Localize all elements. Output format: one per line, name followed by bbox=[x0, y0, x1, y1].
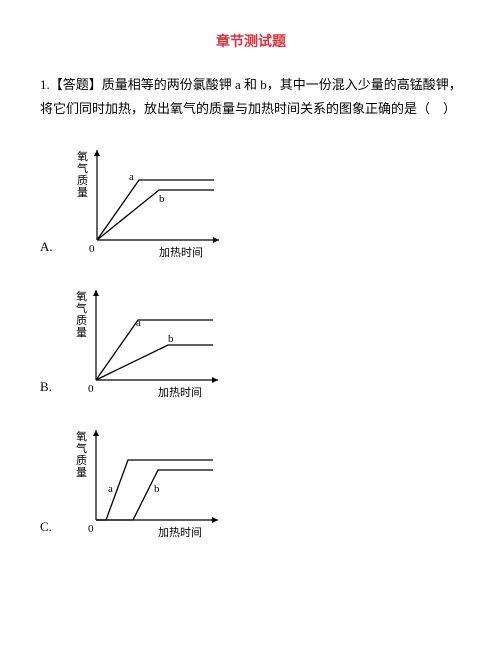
y-label-3: 质 bbox=[77, 174, 88, 187]
curve-b-label: b bbox=[159, 193, 165, 205]
y-axis-arrow-icon bbox=[93, 430, 99, 436]
question-prefix: 1.【答题】 bbox=[40, 77, 102, 92]
y-axis-arrow-icon bbox=[94, 150, 100, 156]
y-label-2: 气 bbox=[76, 441, 87, 455]
option-b-block: B. 氧 气 质 量 0 加热时间 a b bbox=[40, 280, 462, 400]
y-label-1: 氧 bbox=[76, 289, 87, 303]
y-label-4: 量 bbox=[77, 186, 88, 199]
curve-a-label: a bbox=[136, 317, 141, 329]
x-axis-arrow-icon bbox=[212, 377, 218, 383]
y-label-4: 量 bbox=[76, 466, 87, 479]
y-label-1: 氧 bbox=[76, 429, 87, 443]
curve-b-label: b bbox=[154, 483, 160, 495]
x-axis-label: 加热时间 bbox=[159, 246, 203, 259]
y-axis-arrow-icon bbox=[93, 290, 99, 296]
option-a-letter: A. bbox=[40, 235, 53, 258]
origin-label: 0 bbox=[88, 523, 94, 535]
curve-a-label: a bbox=[108, 483, 113, 495]
question-body: 质量相等的两份氯酸钾 a 和 b，其中一份混入少量的高锰酸钾，将它们同时加热，放… bbox=[40, 77, 462, 115]
curve-a bbox=[97, 180, 214, 240]
x-axis-arrow-icon bbox=[213, 237, 219, 243]
chart-a: 氧 气 质 量 0 加热时间 a b bbox=[59, 140, 229, 260]
curve-b bbox=[96, 345, 213, 380]
option-b-letter: B. bbox=[40, 375, 52, 398]
y-label-2: 气 bbox=[76, 301, 87, 315]
x-axis-label: 加热时间 bbox=[158, 386, 202, 399]
y-label-3: 质 bbox=[76, 314, 87, 327]
page-title: 章节测试题 bbox=[40, 30, 462, 55]
y-label-1: 氧 bbox=[77, 149, 88, 163]
x-axis-arrow-icon bbox=[212, 517, 218, 523]
option-a-block: A. 氧 气 质 量 0 加热时间 a b bbox=[40, 140, 462, 260]
curve-b bbox=[96, 470, 213, 520]
question-text: 1.【答题】质量相等的两份氯酸钾 a 和 b，其中一份混入少量的高锰酸钾，将它们… bbox=[40, 73, 462, 120]
y-label-3: 质 bbox=[76, 454, 87, 467]
curve-a-label: a bbox=[129, 171, 134, 183]
origin-label: 0 bbox=[88, 383, 94, 395]
option-c-block: C. 氧 气 质 量 0 加热时间 a b bbox=[40, 420, 462, 540]
curve-b-label: b bbox=[168, 333, 174, 345]
y-label-4: 量 bbox=[76, 326, 87, 339]
chart-b: 氧 气 质 量 0 加热时间 a b bbox=[58, 280, 228, 400]
chart-c: 氧 气 质 量 0 加热时间 a b bbox=[58, 420, 228, 540]
x-axis-label: 加热时间 bbox=[158, 526, 202, 539]
option-c-letter: C. bbox=[40, 515, 52, 538]
origin-label: 0 bbox=[89, 243, 95, 255]
y-label-2: 气 bbox=[77, 161, 88, 175]
